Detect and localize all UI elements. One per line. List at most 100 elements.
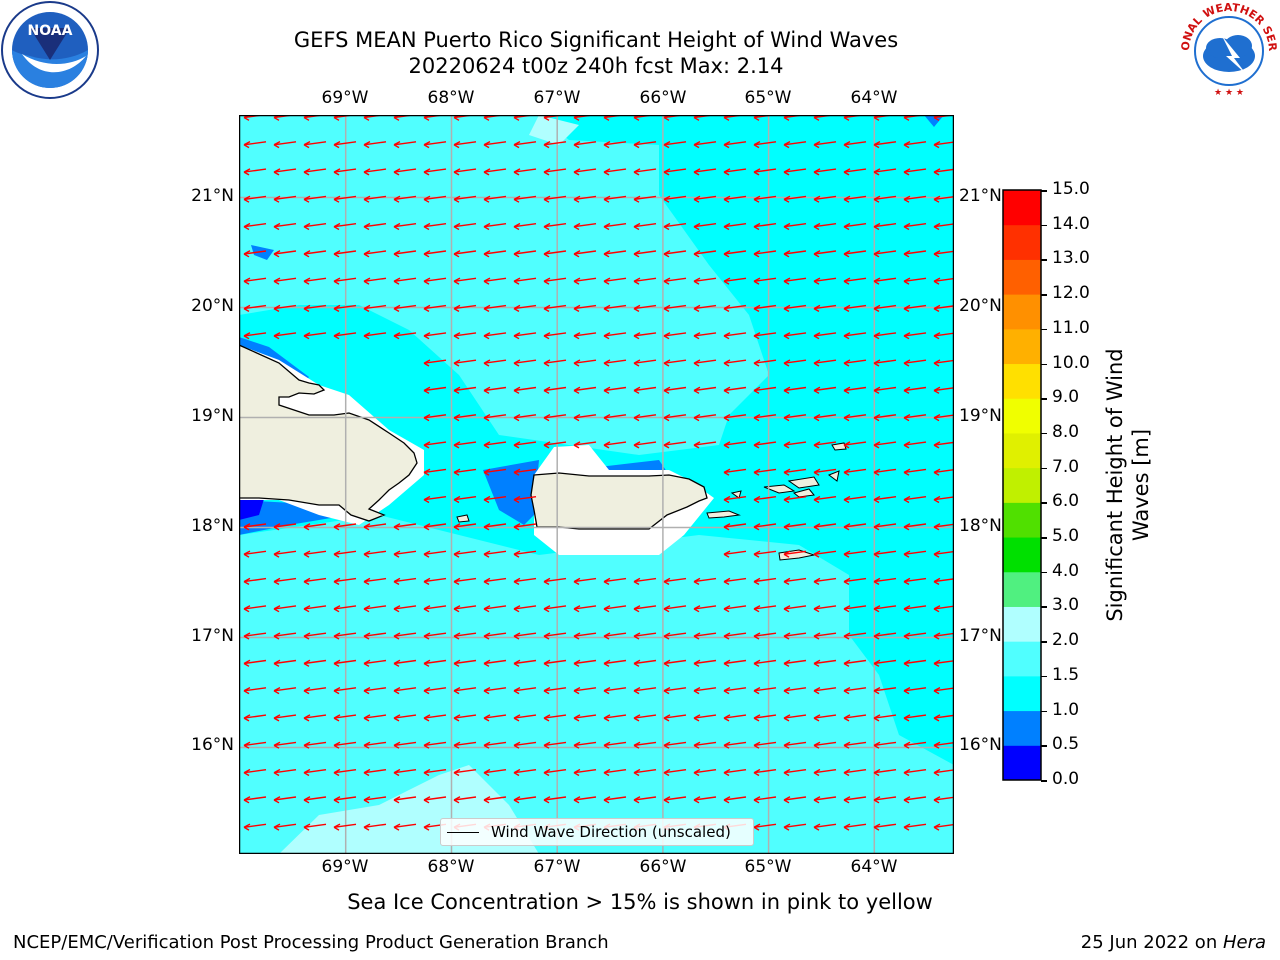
wave-direction-arrow — [903, 550, 927, 558]
wave-direction-arrow — [243, 523, 267, 531]
wave-direction-arrow — [243, 714, 267, 722]
colorbar-level-8.0-9.0 — [1003, 398, 1041, 434]
wave-direction-arrow — [903, 686, 927, 695]
wave-direction-arrow — [483, 796, 507, 804]
wave-direction-arrow — [783, 741, 807, 749]
wave-direction-arrow — [663, 332, 687, 340]
footer-date: 25 Jun 2022 on Hera — [1081, 932, 1266, 953]
wave-direction-arrow — [453, 605, 477, 613]
colorbar-tick: 8.0 — [1052, 421, 1080, 442]
wave-direction-arrow — [393, 659, 417, 667]
wave-direction-arrow — [423, 386, 447, 394]
wave-direction-arrow — [393, 686, 417, 695]
wave-direction-arrow — [783, 632, 807, 640]
colorbar — [1002, 189, 1042, 781]
wave-direction-arrow — [783, 495, 807, 504]
wave-direction-arrow — [663, 168, 687, 176]
wave-direction-arrow — [483, 386, 507, 394]
wave-direction-arrow — [903, 332, 927, 340]
wave-direction-arrow — [273, 605, 297, 613]
wave-direction-arrow — [543, 304, 567, 313]
wave-direction-arrow — [423, 714, 447, 722]
wave-direction-arrow — [693, 577, 717, 586]
wave-direction-arrow — [903, 168, 927, 176]
wave-direction-arrow — [273, 796, 297, 804]
colorbar-tick-mark — [1041, 641, 1047, 643]
wave-direction-arrow — [513, 332, 537, 340]
wave-direction-arrow — [813, 523, 837, 531]
wave-direction-arrow — [933, 823, 954, 831]
wave-direction-arrow — [723, 386, 747, 394]
wave-direction-arrow — [303, 332, 327, 340]
wave-direction-arrow — [483, 332, 507, 340]
wave-direction-arrow — [813, 823, 837, 831]
wave-direction-arrow — [543, 741, 567, 749]
wave-direction-arrow — [723, 304, 747, 313]
wave-direction-arrow — [633, 304, 657, 313]
chart-title: GEFS MEAN Puerto Rico Significant Height… — [293, 28, 899, 52]
colorbar-level-14.0-15.0 — [1003, 190, 1041, 226]
wave-direction-arrow — [663, 195, 687, 203]
wave-direction-arrow — [513, 413, 537, 422]
wave-direction-arrow — [753, 140, 777, 149]
wave-direction-arrow — [633, 222, 657, 231]
wave-direction-arrow — [783, 796, 807, 804]
wave-direction-arrow — [333, 195, 357, 203]
wave-direction-arrow — [873, 686, 897, 695]
colorbar-tick: 12.0 — [1052, 283, 1090, 304]
wave-direction-arrow — [453, 495, 477, 504]
wave-direction-arrow — [453, 686, 477, 695]
wave-direction-arrow — [453, 659, 477, 667]
wave-direction-arrow — [393, 250, 417, 258]
wave-direction-arrow — [243, 741, 267, 749]
wave-direction-arrow — [753, 277, 777, 285]
wave-direction-arrow — [573, 714, 597, 722]
wave-direction-arrow — [423, 277, 447, 285]
lat-tick-left-16n: 16°N — [191, 735, 234, 755]
wave-direction-arrow — [903, 441, 927, 449]
wave-direction-arrow — [393, 304, 417, 313]
wave-direction-arrow — [663, 768, 687, 777]
wave-direction-arrow — [633, 741, 657, 749]
wave-direction-arrow — [753, 632, 777, 640]
wave-direction-arrow — [603, 659, 627, 667]
wave-direction-arrow — [603, 195, 627, 203]
wave-direction-arrow — [483, 277, 507, 285]
wave-field-1p5-2-north — [239, 115, 659, 315]
wave-direction-arrow — [363, 550, 387, 558]
wave-direction-arrow — [633, 768, 657, 777]
legend-line-swatch — [447, 832, 479, 833]
wave-direction-arrow — [573, 741, 597, 749]
wave-direction-arrow — [483, 523, 507, 531]
wave-direction-arrow — [273, 823, 297, 831]
wave-direction-arrow — [723, 441, 747, 449]
wave-direction-arrow — [843, 468, 867, 476]
wave-direction-arrow — [633, 686, 657, 695]
lat-tick-right-20n: 20°N — [959, 296, 1002, 316]
wave-direction-arrow — [393, 222, 417, 231]
wave-direction-arrow — [543, 796, 567, 804]
wave-direction-arrow — [573, 332, 597, 340]
wave-direction-arrow — [933, 250, 954, 258]
wave-direction-arrow — [903, 577, 927, 586]
lon-tick-bottom-64w: 64°W — [850, 857, 898, 877]
lat-tick-right-17n: 17°N — [959, 626, 1002, 646]
wave-direction-arrow — [693, 222, 717, 231]
wave-direction-arrow — [363, 250, 387, 258]
wave-direction-arrow — [423, 741, 447, 749]
wave-direction-arrow — [633, 140, 657, 149]
wave-direction-arrow — [453, 741, 477, 749]
wave-direction-arrow — [873, 714, 897, 722]
wave-direction-arrow — [513, 495, 537, 504]
wave-direction-arrow — [843, 168, 867, 176]
wave-direction-arrow — [933, 659, 954, 667]
wave-direction-arrow — [243, 577, 267, 586]
wave-direction-arrow — [723, 632, 747, 640]
wave-direction-arrow — [903, 386, 927, 394]
colorbar-tick-mark — [1041, 328, 1047, 331]
wave-direction-arrow — [303, 741, 327, 749]
wave-direction-arrow — [933, 222, 954, 231]
wave-direction-arrow — [303, 714, 327, 722]
wave-direction-arrow — [483, 441, 507, 449]
wave-direction-arrow — [483, 168, 507, 176]
